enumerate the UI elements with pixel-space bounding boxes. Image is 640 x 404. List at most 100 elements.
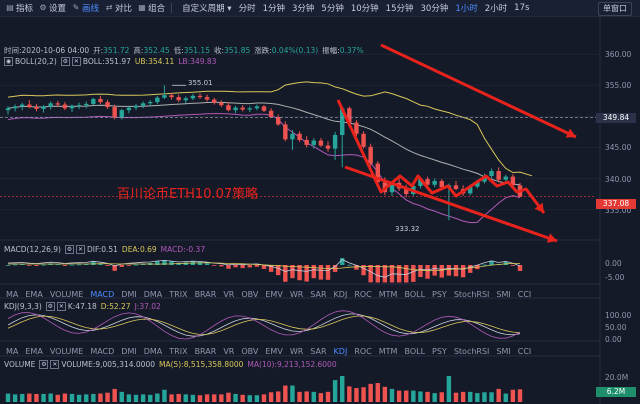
- boll-legend: ◉ BOLL(20,2) ⚙ ✕ BOLL: 351.97 UB: 354.11 L…: [4, 57, 216, 66]
- boll-visibility-icon[interactable]: ◉: [4, 57, 13, 66]
- lower-tab-vr[interactable]: VR: [223, 346, 235, 356]
- timeframe-5[interactable]: 15分钟: [385, 4, 414, 14]
- upper-tab-cci[interactable]: CCI: [517, 289, 532, 299]
- candle-body: [169, 95, 174, 98]
- toolbar-pen-button[interactable]: ✎ 画线: [72, 2, 99, 15]
- macd-settings-icon[interactable]: ⚙: [64, 245, 74, 254]
- timeframe-4[interactable]: 10分钟: [350, 4, 379, 14]
- upper-tab-boll[interactable]: BOLL: [404, 289, 426, 299]
- window-mode-button[interactable]: 单窗口: [598, 2, 632, 16]
- upper-tab-wr[interactable]: WR: [289, 289, 304, 299]
- upper-tab-emv[interactable]: EMV: [265, 289, 283, 299]
- macd-bar: [347, 264, 352, 266]
- upper-tab-ema[interactable]: EMA: [25, 289, 43, 299]
- timeframe-7[interactable]: 1小时: [455, 4, 478, 14]
- macd-close-icon[interactable]: ✕: [75, 245, 85, 254]
- lower-tab-wr[interactable]: WR: [289, 346, 304, 356]
- lower-tab-ma[interactable]: MA: [6, 346, 19, 356]
- upper-tab-macd[interactable]: MACD: [90, 289, 115, 299]
- lower-tab-brar[interactable]: BRAR: [194, 346, 217, 356]
- toolbar-gear-button[interactable]: ⚙ 设置: [39, 2, 66, 15]
- upper-tab-psy[interactable]: PSY: [432, 289, 447, 299]
- upper-tab-mtm[interactable]: MTM: [378, 289, 398, 299]
- lower-tab-dmi[interactable]: DMI: [121, 346, 137, 356]
- upper-tab-smi[interactable]: SMI: [496, 289, 511, 299]
- boll-settings-icon[interactable]: ⚙: [60, 57, 70, 66]
- price-axis-label: 345.00: [605, 143, 632, 153]
- lower-tab-trix[interactable]: TRIX: [169, 346, 188, 356]
- upper-tab-kdj[interactable]: KDJ: [333, 289, 348, 299]
- macd-bar: [119, 265, 124, 267]
- time-label: 时间:: [4, 46, 22, 55]
- upper-tab-volume[interactable]: VOLUME: [49, 289, 84, 299]
- lower-tab-sar[interactable]: SAR: [310, 346, 327, 356]
- lower-tab-stochrsi[interactable]: StochRSI: [453, 346, 490, 356]
- price-axis-label: 360.00: [605, 50, 632, 60]
- kdj-settings-icon[interactable]: ⚙: [45, 302, 55, 311]
- timeframe-9[interactable]: 17s: [514, 3, 530, 13]
- lower-tab-smi[interactable]: SMI: [496, 346, 511, 356]
- macd-bar: [20, 264, 25, 265]
- volume-bar: [98, 393, 103, 402]
- upper-tab-dmi[interactable]: DMI: [121, 289, 137, 299]
- lower-tab-kdj[interactable]: KDJ: [333, 346, 348, 356]
- lower-tab-cci[interactable]: CCI: [517, 346, 532, 356]
- custom-period-dropdown[interactable]: 自定义周期 ▾: [182, 4, 232, 14]
- lower-tab-dma[interactable]: DMA: [143, 346, 163, 356]
- kdj-axis-2: 0.00: [605, 335, 622, 344]
- lower-tab-macd[interactable]: MACD: [90, 346, 115, 356]
- volume-settings-icon[interactable]: ⚙: [39, 360, 49, 369]
- timeframe-3[interactable]: 5分钟: [321, 4, 344, 14]
- lower-tab-volume[interactable]: VOLUME: [49, 346, 84, 356]
- timeframe-2[interactable]: 3分钟: [292, 4, 315, 14]
- strategy-watermark: 百川论币ETH10.07策略: [117, 187, 259, 202]
- volume-bar: [119, 391, 124, 402]
- kdj-close-icon[interactable]: ✕: [56, 302, 66, 311]
- timeframe-6[interactable]: 30分钟: [420, 4, 449, 14]
- lower-tab-emv[interactable]: EMV: [265, 346, 283, 356]
- upper-tab-brar[interactable]: BRAR: [194, 289, 217, 299]
- candle-body: [297, 133, 302, 140]
- upper-tab-trix[interactable]: TRIX: [169, 289, 188, 299]
- timeframe-8[interactable]: 2小时: [484, 4, 508, 14]
- candle-body: [361, 133, 366, 147]
- top-toolbar: ▤ 指标 ⚙ 设置 ✎ 画线 ⇄ 对比 ▦ 组合 自定义周期 ▾ 分时 1分钟 3分钟 5分钟 10分钟 15分…: [0, 0, 640, 17]
- upper-tab-obv[interactable]: OBV: [241, 289, 259, 299]
- lower-tab-mtm[interactable]: MTM: [378, 346, 398, 356]
- volume-close-icon[interactable]: ✕: [50, 360, 60, 369]
- macd-bar: [396, 265, 402, 283]
- toolbar-compare-button[interactable]: ⇄ 对比: [105, 2, 132, 15]
- lower-tab-obv[interactable]: OBV: [241, 346, 259, 356]
- volume-bar: [332, 380, 338, 402]
- lower-tab-roc[interactable]: ROC: [354, 346, 372, 356]
- close-value: 351.85: [224, 46, 251, 55]
- lower-tab-ema[interactable]: EMA: [25, 346, 43, 356]
- price-axis-label: 355.00: [605, 81, 632, 91]
- upper-tab-roc[interactable]: ROC: [354, 289, 372, 299]
- upper-tab-sar[interactable]: SAR: [310, 289, 327, 299]
- upper-tab-vr[interactable]: VR: [223, 289, 235, 299]
- volume-bar: [261, 394, 267, 402]
- lower-tab-psy[interactable]: PSY: [432, 346, 447, 356]
- timeframe-0[interactable]: 分时: [238, 4, 256, 14]
- upper-tab-dma[interactable]: DMA: [143, 289, 163, 299]
- macd-bar: [446, 265, 452, 276]
- candle-body: [226, 105, 231, 111]
- toolbar-layout-button[interactable]: ▦ 组合: [138, 2, 165, 15]
- candle-body: [418, 179, 423, 186]
- candle-body: [69, 105, 75, 109]
- upper-tab-stochrsi[interactable]: StochRSI: [453, 289, 490, 299]
- ma5-value: 8,515,358.8000: [183, 360, 244, 369]
- volume-bar: [240, 394, 245, 402]
- volume-bar: [5, 393, 11, 402]
- toolbar-indicator-button[interactable]: ▤ 指标: [6, 2, 33, 15]
- upper-tab-ma[interactable]: MA: [6, 289, 19, 299]
- timeframe-1[interactable]: 1分钟: [262, 4, 285, 14]
- boll-close-icon[interactable]: ✕: [71, 57, 81, 66]
- macd-bar: [418, 265, 423, 278]
- candle-body: [197, 95, 203, 98]
- volume-bar: [361, 387, 366, 402]
- lower-tab-boll[interactable]: BOLL: [404, 346, 426, 356]
- volume-bar: [126, 394, 132, 402]
